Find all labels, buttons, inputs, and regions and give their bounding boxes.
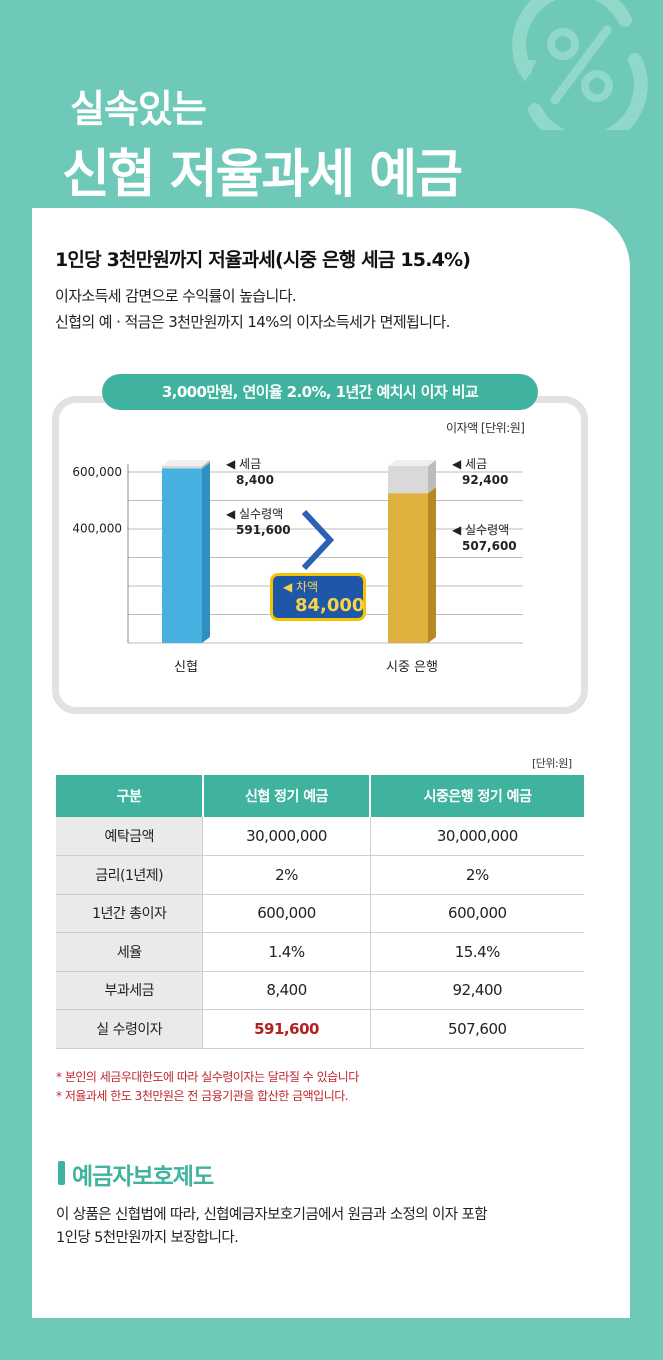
comparison-table: 구분 신협 정기 예금 시중은행 정기 예금 예탁금액 30,000,000 30,00… (56, 775, 584, 1049)
table-cell: 15.4% (369, 932, 584, 972)
section-marker (58, 1161, 65, 1185)
percent-cycle-icon (512, 0, 648, 130)
table-row: 부과세금 8,400 92,400 (56, 971, 584, 1010)
protection-line2: 1인당 5천만원까지 보장합니다. (56, 1230, 239, 1246)
table-row-label: 예탁금액 (56, 817, 203, 856)
received-value-label: 507,600 (462, 539, 517, 553)
tax-bar-top (388, 460, 436, 466)
received-series-label: ◀ 실수령액 (452, 523, 509, 537)
table-cell: 591,600 (202, 1009, 371, 1049)
table-row-label: 실 수령이자 (56, 1009, 203, 1049)
page-title-line1: 실속있는 (70, 87, 207, 131)
note-2: * 저율과세 한도 3천만원은 전 금융기관을 합산한 금액입니다. (56, 1089, 349, 1103)
table-row: 세율 1.4% 15.4% (56, 932, 584, 972)
difference-value: 84,000 (295, 595, 365, 616)
table-cell: 30,000,000 (369, 817, 584, 856)
y-tick-label: 600,000 (72, 465, 122, 479)
page-title-line2: 신협 저율과세 예금 (62, 145, 463, 205)
greater-than-icon (301, 509, 335, 571)
received-value-label: 591,600 (236, 523, 291, 537)
table-cell: 8,400 (202, 971, 371, 1010)
tax-bar-top (162, 460, 210, 466)
tax-bar (162, 466, 202, 469)
table-row-label: 부과세금 (56, 971, 203, 1010)
table-header-cell: 시중은행 정기 예금 (369, 775, 584, 817)
table-cell: 600,000 (202, 894, 371, 933)
difference-badge: ◀ 차액 84,000 (270, 573, 366, 621)
chart-unit-label: 이자액 [단위:원] (446, 421, 525, 435)
table-cell: 30,000,000 (202, 817, 371, 856)
received-bar-side (428, 487, 436, 643)
table-row: 예탁금액 30,000,000 30,000,000 (56, 817, 584, 856)
tax-series-label: ◀ 세금 (452, 457, 487, 471)
table-cell: 2% (202, 855, 371, 895)
table-row: 금리(1년제) 2% 2% (56, 855, 584, 895)
table-cell: 92,400 (369, 971, 584, 1010)
received-bar (388, 493, 428, 643)
table-header-cell: 구분 (56, 775, 203, 817)
table-row-label: 세율 (56, 932, 203, 972)
table-row: 1년간 총이자 600,000 600,000 (56, 894, 584, 933)
note-1: * 본인의 세금우대한도에 따라 실수령이자는 달라질 수 있습니다 (56, 1070, 359, 1084)
tax-series-label: ◀ 세금 (226, 457, 261, 471)
tax-bar (388, 466, 428, 494)
summary-line2: 신협의 예 · 적금은 3천만원까지 14%의 이자소득세가 면제됩니다. (55, 313, 450, 331)
difference-label: ◀ 차액 (283, 580, 319, 594)
table-cell: 507,600 (369, 1009, 584, 1049)
table-row: 실 수령이자 591,600 507,600 (56, 1009, 584, 1049)
table-header-cell: 신협 정기 예금 (201, 775, 371, 817)
category-label: 시중 은행 (386, 659, 438, 675)
table-row-label: 1년간 총이자 (56, 894, 203, 933)
table-cell: 600,000 (369, 894, 584, 933)
protection-title: 예금자보호제도 (72, 1164, 214, 1190)
table-row-label: 금리(1년제) (56, 855, 203, 895)
tax-bar-side (202, 460, 210, 469)
received-bar-side (202, 462, 210, 643)
interest-chart: 600,000 400,000 신협 ◀ 세금 8,400 ◀ 실수령액 591,600 시중… (72, 457, 523, 675)
summary-headline: 1인당 3천만원까지 저율과세(시중 은행 세금 15.4%) (55, 249, 471, 271)
table-unit-label: [단위:원] (532, 757, 572, 770)
table-cell: 2% (369, 855, 584, 895)
chart-title: 3,000만원, 연이율 2.0%, 1년간 예치시 이자 비교 (102, 374, 538, 410)
tax-bar-side (428, 460, 436, 494)
tax-value-label: 92,400 (462, 473, 508, 487)
tax-value-label: 8,400 (236, 473, 274, 487)
table-cell: 1.4% (202, 932, 371, 972)
y-tick-label: 400,000 (72, 521, 122, 535)
category-label: 신협 (174, 660, 198, 675)
received-bar (162, 468, 202, 643)
protection-line1: 이 상품은 신협법에 따라, 신협예금자보호기금에서 원금과 소정의 이자 포함 (56, 1207, 488, 1223)
received-series-label: ◀ 실수령액 (226, 507, 283, 521)
summary-line1: 이자소득세 감면으로 수익률이 높습니다. (55, 287, 297, 305)
